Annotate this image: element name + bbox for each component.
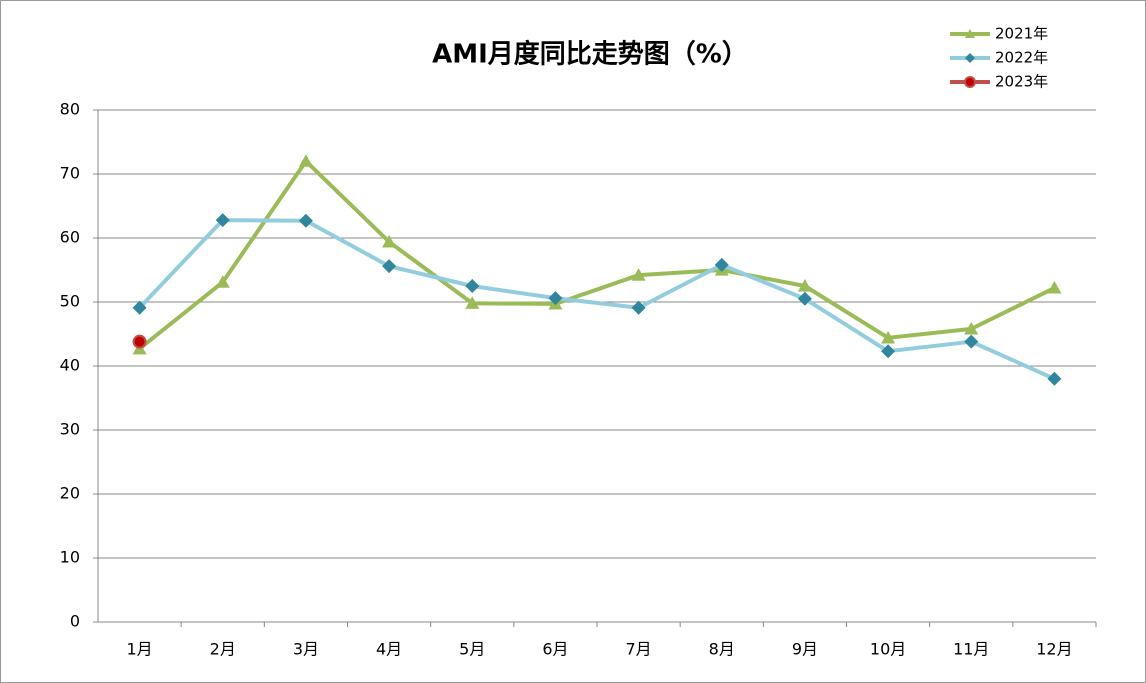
data-point	[465, 296, 480, 309]
data-point	[1047, 280, 1062, 294]
chart-title: AMI月度同比走势图（%）	[432, 39, 748, 70]
x-tick-label: 4月	[376, 640, 402, 659]
data-point	[215, 275, 230, 288]
x-tick-label: 8月	[709, 640, 735, 659]
data-point	[132, 300, 147, 315]
legend-marker	[965, 53, 975, 63]
data-point	[714, 257, 729, 272]
y-tick-label: 80	[60, 100, 80, 119]
x-tick-label: 2月	[210, 640, 236, 659]
data-point	[964, 321, 979, 335]
y-tick-label: 60	[60, 228, 80, 247]
y-tick-label: 20	[60, 484, 80, 503]
x-tick-label: 3月	[293, 640, 319, 659]
x-tick-label: 5月	[459, 640, 485, 659]
data-point	[548, 291, 563, 306]
x-tick-label: 7月	[625, 640, 651, 659]
data-point	[881, 330, 896, 344]
data-point	[631, 268, 646, 281]
x-tick-label: 12月	[1036, 640, 1072, 659]
x-tick-label: 11月	[953, 640, 989, 659]
series-line	[138, 159, 1056, 351]
data-point	[631, 300, 646, 315]
x-tick-label: 10月	[870, 640, 906, 659]
data-point	[881, 344, 896, 359]
data-point	[1047, 371, 1062, 386]
y-tick-label: 50	[60, 292, 80, 311]
data-point	[382, 234, 397, 248]
legend-label: 2023年	[995, 73, 1048, 91]
series-line	[138, 218, 1056, 381]
data-point	[797, 279, 812, 292]
y-tick-label: 10	[60, 548, 80, 567]
legend-marker	[965, 29, 975, 38]
y-tick-label: 70	[60, 164, 80, 183]
x-tick-label: 1月	[126, 640, 152, 659]
data-point	[132, 334, 147, 349]
legend-label: 2021年	[995, 25, 1048, 43]
data-point	[215, 213, 230, 228]
y-tick-label: 0	[70, 612, 80, 631]
y-tick-label: 40	[60, 356, 80, 375]
legend-label: 2022年	[995, 49, 1048, 67]
x-tick-label: 6月	[542, 640, 568, 659]
data-point	[964, 334, 979, 349]
data-point	[797, 291, 812, 306]
data-point	[465, 279, 480, 293]
data-point	[298, 213, 313, 228]
data-point	[382, 259, 397, 274]
legend-marker	[964, 76, 976, 88]
y-tick-label: 30	[60, 420, 80, 439]
x-tick-label: 9月	[792, 640, 818, 659]
data-point	[298, 154, 313, 167]
